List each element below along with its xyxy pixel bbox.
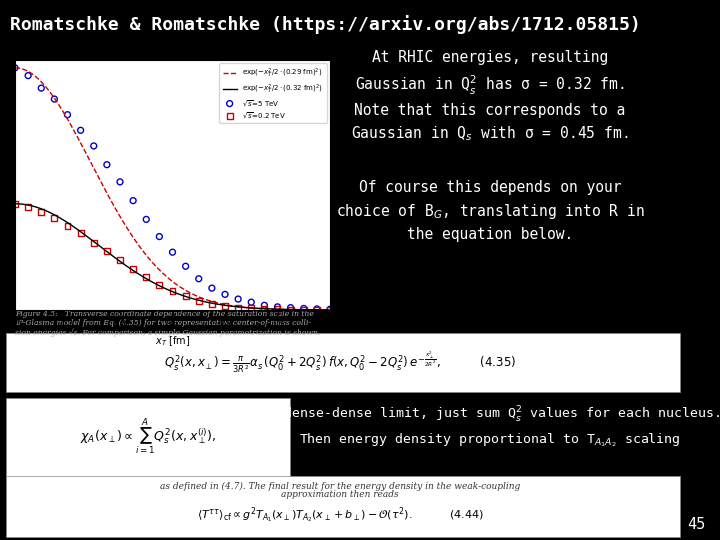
$\sqrt{s}$=0.2 TeV [311, 306, 323, 314]
exp($-x_T^2/2\cdot$(0.32 fm)$^2$) [11, 200, 19, 207]
$\sqrt{s}$=0.2 TeV [246, 304, 257, 313]
$\sqrt{s}$=0.2 TeV [193, 296, 204, 305]
Text: Figure 4.5:   Transverse coordinate dependence of the saturation scale in the
IP: Figure 4.5: Transverse coordinate depend… [15, 310, 320, 337]
$\sqrt{s}$=0.2 TeV [88, 239, 99, 247]
exp($-x_T^2/2\cdot$(0.32 fm)$^2$) [23, 202, 32, 208]
$\sqrt{s}$=0.2 TeV [180, 292, 192, 300]
Text: $\langle T^{\tau\tau}\rangle_{\rm cf} \propto g^2 T_{A_1}(x_\perp)T_{A_2}(x_\per: $\langle T^{\tau\tau}\rangle_{\rm cf} \p… [197, 505, 483, 525]
$\sqrt{s}$=5 TeV [35, 84, 47, 92]
Text: approximation then reads: approximation then reads [282, 490, 399, 499]
Text: In dense-dense limit, just sum Q$_s^2$ values for each nucleus.
Then energy dens: In dense-dense limit, just sum Q$_s^2$ v… [260, 405, 720, 449]
$\sqrt{s}$=5 TeV [258, 301, 270, 309]
exp($-x_T^2/2\cdot$(0.29 fm)$^2$) [30, 72, 38, 78]
$\sqrt{s}$=0.2 TeV [285, 305, 297, 314]
FancyBboxPatch shape [6, 398, 290, 477]
$\sqrt{s}$=0.2 TeV [101, 246, 112, 255]
$\sqrt{s}$=5 TeV [22, 71, 34, 80]
Text: as defined in (4.7). The final result for the energy density in the weak-couplin: as defined in (4.7). The final result fo… [160, 482, 520, 491]
$\sqrt{s}$=0.2 TeV [153, 281, 165, 289]
exp($-x_T^2/2\cdot$(0.29 fm)$^2$) [310, 307, 318, 313]
$\sqrt{s}$=0.2 TeV [127, 265, 139, 274]
exp($-x_T^2/2\cdot$(0.29 fm)$^2$) [69, 126, 78, 133]
$\sqrt{s}$=5 TeV [246, 298, 257, 307]
$\sqrt{s}$=5 TeV [180, 262, 192, 271]
exp($-x_T^2/2\cdot$(0.29 fm)$^2$) [325, 307, 334, 313]
$\sqrt{s}$=0.2 TeV [324, 306, 336, 314]
exp($-x_T^2/2\cdot$(0.29 fm)$^2$) [94, 175, 103, 181]
exp($-x_T^2/2\cdot$(0.32 fm)$^2$) [69, 224, 78, 230]
Title: IP-Glasma saturation scale versus Gaussian: IP-Glasma saturation scale versus Gaussi… [73, 45, 271, 53]
Line: exp($-x_T^2/2\cdot$(0.32 fm)$^2$): exp($-x_T^2/2\cdot$(0.32 fm)$^2$) [15, 204, 330, 310]
$\sqrt{s}$=0.2 TeV [258, 305, 270, 313]
exp($-x_T^2/2\cdot$(0.32 fm)$^2$) [310, 307, 318, 313]
$\sqrt{s}$=5 TeV [9, 64, 21, 72]
$\sqrt{s}$=0.2 TeV [271, 305, 283, 314]
exp($-x_T^2/2\cdot$(0.32 fm)$^2$) [30, 203, 38, 210]
$\sqrt{s}$=0.2 TeV [75, 229, 86, 238]
$\sqrt{s}$=0.2 TeV [9, 199, 21, 208]
exp($-x_T^2/2\cdot$(0.29 fm)$^2$) [11, 65, 19, 71]
$\sqrt{s}$=5 TeV [49, 94, 60, 103]
FancyBboxPatch shape [6, 333, 680, 392]
$\sqrt{s}$=0.2 TeV [35, 207, 47, 216]
$\sqrt{s}$=0.2 TeV [233, 303, 244, 312]
$\sqrt{s}$=0.2 TeV [62, 221, 73, 230]
$\sqrt{s}$=5 TeV [167, 248, 179, 256]
Text: Romatschke & Romatschke (https://arxiv.org/abs/1712.05815): Romatschke & Romatschke (https://arxiv.o… [10, 15, 641, 34]
$\sqrt{s}$=5 TeV [101, 160, 112, 169]
$\sqrt{s}$=5 TeV [140, 215, 152, 224]
exp($-x_T^2/2\cdot$(0.32 fm)$^2$) [299, 307, 307, 313]
exp($-x_T^2/2\cdot$(0.32 fm)$^2$) [94, 242, 103, 249]
Text: Of course this depends on your
choice of B$_G$, translating into R in
the equati: Of course this depends on your choice of… [336, 180, 644, 242]
Text: $\chi_A(x_\perp) \propto \sum_{i=1}^{A} Q_s^2(x, x_\perp^{(i)}),$: $\chi_A(x_\perp) \propto \sum_{i=1}^{A} … [80, 417, 216, 457]
$\sqrt{s}$=5 TeV [311, 305, 323, 313]
Text: $Q_s^2(x, x_\perp) = \frac{\pi}{3R^2}\alpha_s\,(Q_0^2 + 2Q_s^2)\,f(x, Q_0^2 - 2Q: $Q_s^2(x, x_\perp) = \frac{\pi}{3R^2}\al… [164, 349, 516, 375]
$\sqrt{s}$=0.2 TeV [298, 305, 310, 314]
$\sqrt{s}$=5 TeV [219, 290, 230, 299]
$\sqrt{s}$=5 TeV [75, 126, 86, 134]
$\sqrt{s}$=5 TeV [271, 302, 283, 311]
$\sqrt{s}$=0.2 TeV [167, 287, 179, 295]
Text: At RHIC energies, resulting
Gaussian in Q$_s^2$ has σ = 0.32 fm.
Note that this : At RHIC energies, resulting Gaussian in … [351, 50, 629, 143]
$\sqrt{s}$=0.2 TeV [49, 213, 60, 222]
$\sqrt{s}$=0.2 TeV [22, 202, 34, 211]
$\sqrt{s}$=5 TeV [193, 274, 204, 283]
$\sqrt{s}$=5 TeV [62, 110, 73, 119]
$\sqrt{s}$=5 TeV [153, 232, 165, 241]
$\sqrt{s}$=5 TeV [324, 305, 336, 314]
$\sqrt{s}$=5 TeV [88, 141, 99, 150]
$\sqrt{s}$=0.2 TeV [140, 273, 152, 281]
Text: 45: 45 [687, 517, 705, 532]
$\sqrt{s}$=0.2 TeV [114, 255, 126, 264]
$\sqrt{s}$=5 TeV [298, 304, 310, 313]
X-axis label: $x_T$ [fm]: $x_T$ [fm] [155, 334, 190, 348]
$\sqrt{s}$=0.2 TeV [219, 302, 230, 310]
$\sqrt{s}$=0.2 TeV [206, 299, 217, 308]
Line: exp($-x_T^2/2\cdot$(0.29 fm)$^2$): exp($-x_T^2/2\cdot$(0.29 fm)$^2$) [15, 68, 330, 310]
exp($-x_T^2/2\cdot$(0.29 fm)$^2$) [299, 307, 307, 313]
exp($-x_T^2/2\cdot$(0.32 fm)$^2$) [325, 307, 334, 313]
FancyBboxPatch shape [6, 476, 680, 537]
exp($-x_T^2/2\cdot$(0.29 fm)$^2$) [23, 68, 32, 75]
$\sqrt{s}$=5 TeV [127, 197, 139, 205]
$\sqrt{s}$=5 TeV [114, 178, 126, 186]
Legend: exp($-x_T^2/2\cdot$(0.29 fm)$^2$), exp($-x_T^2/2\cdot$(0.32 fm)$^2$), $\sqrt{s}$: exp($-x_T^2/2\cdot$(0.29 fm)$^2$), exp($… [219, 64, 327, 123]
$\sqrt{s}$=5 TeV [233, 295, 244, 303]
$\sqrt{s}$=5 TeV [285, 303, 297, 312]
$\sqrt{s}$=5 TeV [206, 284, 217, 293]
